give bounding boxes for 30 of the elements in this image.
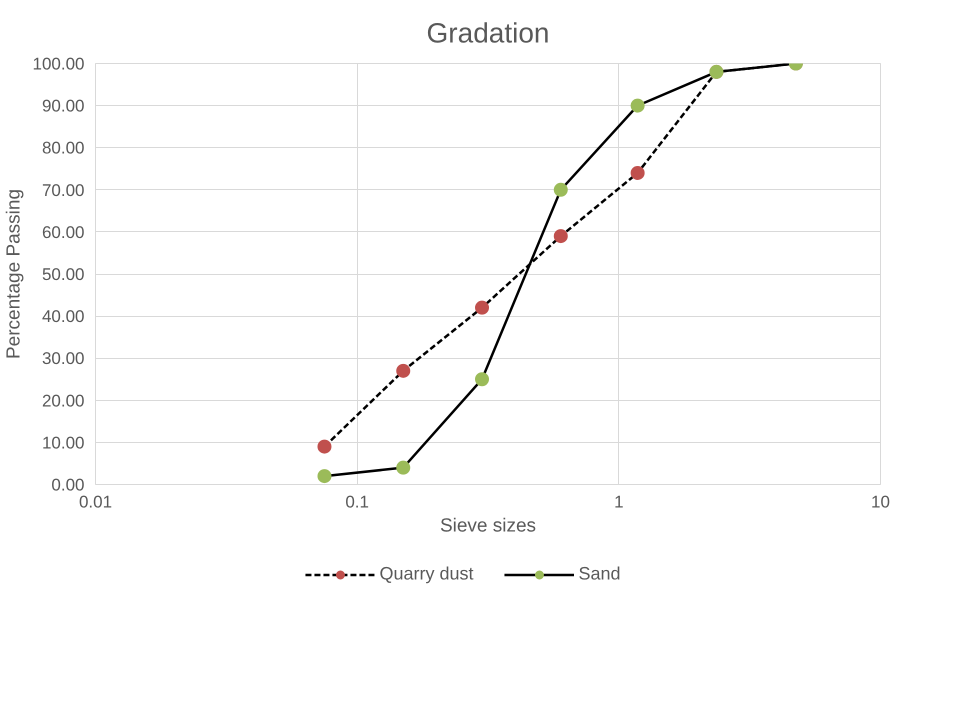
- point: [317, 469, 332, 484]
- y-tick-label: 80.00: [42, 138, 85, 158]
- y-tick-label: 60.00: [42, 222, 85, 242]
- point: [317, 440, 332, 454]
- chart-title: Gradation: [426, 18, 550, 48]
- point: [554, 229, 568, 244]
- y-tick-label: 30.00: [42, 349, 85, 368]
- y-tick-label: 20.00: [42, 391, 85, 410]
- legend-label: Quarry dust: [379, 564, 474, 584]
- y-tick-label: 70.00: [42, 180, 85, 200]
- point: [396, 364, 410, 378]
- y-tick-label: 90.00: [42, 96, 85, 116]
- point: [630, 98, 645, 113]
- x-axis-title: Sieve sizes: [440, 516, 536, 536]
- y-tick-label: 10.00: [42, 433, 85, 452]
- point: [475, 372, 490, 386]
- legend-label: Sand: [578, 564, 621, 584]
- x-tick-label: 0.01: [78, 492, 112, 512]
- point: [554, 182, 568, 197]
- point: [396, 460, 410, 475]
- y-tick-label: 40.00: [42, 307, 85, 326]
- x-tick-label: 1: [614, 492, 624, 512]
- x-tick-label: 0.1: [345, 492, 369, 512]
- y-tick-label: 100.00: [32, 54, 85, 74]
- point: [475, 300, 490, 315]
- y-tick-label: 0.00: [51, 476, 85, 494]
- y-axis-title: Percentage Passing: [4, 188, 25, 360]
- point: [630, 166, 645, 180]
- y-tick-label: 50.00: [42, 265, 85, 284]
- x-tick-label: 10: [871, 492, 890, 512]
